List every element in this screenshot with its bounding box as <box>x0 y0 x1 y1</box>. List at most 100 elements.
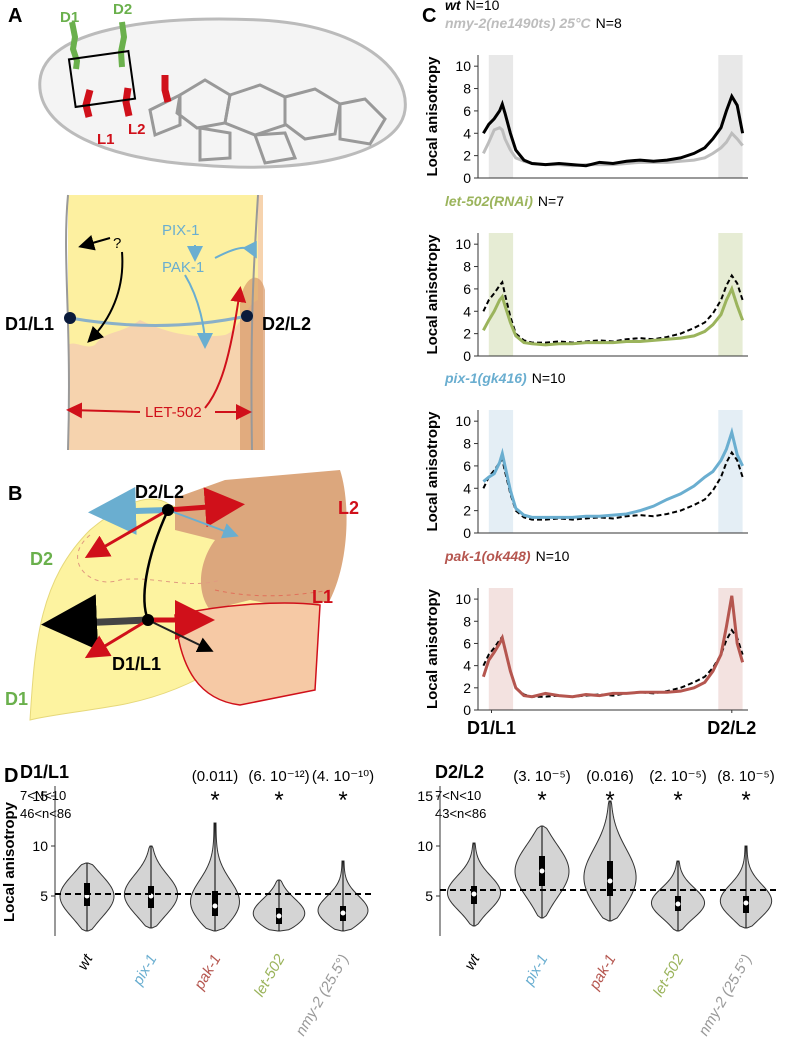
panel-letter: D <box>4 765 18 787</box>
y-axis-label: Local anisotropy <box>424 56 441 177</box>
legend-name: pak-1(ok448) <box>444 548 531 564</box>
y-axis-label: Local anisotropy <box>424 588 441 709</box>
category-label: pix-1 <box>520 952 551 990</box>
y-tick-label: 6 <box>463 103 471 119</box>
y-tick-label: 4 <box>463 303 471 319</box>
y-tick-label: 6 <box>463 458 471 474</box>
p-value: (0.016) <box>586 768 634 785</box>
label: D2 <box>113 1 132 18</box>
panel-b-drawing <box>29 470 347 721</box>
y-axis-label: Local anisotropy <box>424 234 441 355</box>
panel-letter: A <box>8 5 22 27</box>
series-line <box>482 273 744 344</box>
legend-n: N=10 <box>536 548 570 564</box>
y-tick-label: 2 <box>463 680 471 696</box>
highlight-band <box>488 55 514 178</box>
y-tick-label: 10 <box>32 838 48 854</box>
label: D1/L1 <box>112 654 161 674</box>
label: D1/L1 <box>5 314 54 334</box>
note: 46<n<86 <box>20 806 71 821</box>
y-tick-label: 0 <box>463 525 471 541</box>
label: L2 <box>338 498 359 518</box>
category-label: let-502 <box>650 951 688 1000</box>
legend-name: pix-1(gk416) <box>444 370 527 386</box>
significance-star: * <box>673 787 682 814</box>
y-tick-label: 15 <box>417 788 433 804</box>
series-line <box>482 426 744 519</box>
y-tick-label: 0 <box>463 170 471 186</box>
median <box>340 910 346 916</box>
median <box>276 913 282 919</box>
y-axis-label: Local anisotropy <box>424 411 441 532</box>
median <box>212 903 218 909</box>
y-tick-label: 4 <box>463 125 471 141</box>
p-value: (6. 10⁻¹²) <box>248 768 309 785</box>
legend-name: nmy-2(ne1490ts) 25°C <box>445 15 592 31</box>
legend-n: N=8 <box>596 15 622 31</box>
label: D2 <box>30 549 53 569</box>
category-label: nmy-2 (25.5°) <box>292 952 352 1039</box>
note: 43<n<86 <box>435 806 486 821</box>
y-tick-label: 5 <box>40 888 48 904</box>
series-line <box>482 450 744 521</box>
panel-a-schematic <box>64 194 265 451</box>
y-axis-label: Local anisotropy <box>1 801 18 922</box>
label: LET-502 <box>145 404 202 421</box>
y-tick-label: 5 <box>425 888 433 904</box>
y-tick-label: 10 <box>417 838 433 854</box>
y-tick-label: 2 <box>463 326 471 342</box>
significance-star: * <box>605 787 614 814</box>
legend-entry: pak-1(ok448) N=10 <box>444 548 570 564</box>
y-tick-label: 8 <box>463 259 471 275</box>
series-line <box>482 92 745 168</box>
label: D2/L2 <box>135 482 184 502</box>
label: PAK-1 <box>162 259 204 276</box>
y-tick-label: 8 <box>463 81 471 97</box>
significance-star: * <box>210 787 219 814</box>
y-tick-label: 2 <box>463 503 471 519</box>
y-tick-label: 4 <box>463 480 471 496</box>
chart-title: D1/L1 <box>20 762 69 782</box>
category-label: wt <box>74 951 97 973</box>
panel-a-image <box>38 17 407 169</box>
series-line <box>482 125 744 168</box>
category-label: pix-1 <box>129 952 160 990</box>
panel-letter: B <box>8 483 22 505</box>
note: 7<N<10 <box>435 788 481 803</box>
y-tick-label: 6 <box>463 635 471 651</box>
x-tick-label: D2/L2 <box>707 718 756 738</box>
p-value: (8. 10⁻⁵) <box>717 768 775 785</box>
y-tick-label: 6 <box>463 281 471 297</box>
y-tick-label: 10 <box>455 591 471 607</box>
legend-n: N=10 <box>466 0 500 13</box>
category-label: let-502 <box>251 951 289 1000</box>
legend-entry: wt N=10 <box>445 0 500 13</box>
median <box>743 900 749 906</box>
y-tick-label: 8 <box>463 436 471 452</box>
legend-entry: let-502(RNAi) N=7 <box>445 193 564 209</box>
series-line <box>481 595 745 699</box>
median <box>471 891 477 897</box>
legend-entry: nmy-2(ne1490ts) 25°C N=8 <box>445 15 622 31</box>
label: D2/L2 <box>262 314 311 334</box>
significance-star: * <box>741 787 750 814</box>
y-tick-label: 8 <box>463 613 471 629</box>
y-tick-label: 4 <box>463 658 471 674</box>
highlight-band <box>718 410 743 533</box>
legend-name: let-502(RNAi) <box>445 193 533 209</box>
panel-letter: C <box>422 5 436 27</box>
chart-title: D2/L2 <box>435 762 484 782</box>
significance-star: * <box>274 787 283 814</box>
legend-n: N=7 <box>538 193 564 209</box>
label: D1 <box>5 689 28 709</box>
series-line <box>482 284 745 347</box>
x-tick-label: D1/L1 <box>467 718 516 738</box>
legend-entry: pix-1(gk416) N=10 <box>444 370 566 386</box>
category-label: pak-1 <box>190 952 224 994</box>
y-tick-label: 15 <box>32 788 48 804</box>
p-value: (4. 10⁻¹⁰) <box>312 768 374 785</box>
category-label: nmy-2 (25.5°) <box>695 952 755 1039</box>
legend-n: N=10 <box>532 370 566 386</box>
label: ? <box>113 235 121 252</box>
